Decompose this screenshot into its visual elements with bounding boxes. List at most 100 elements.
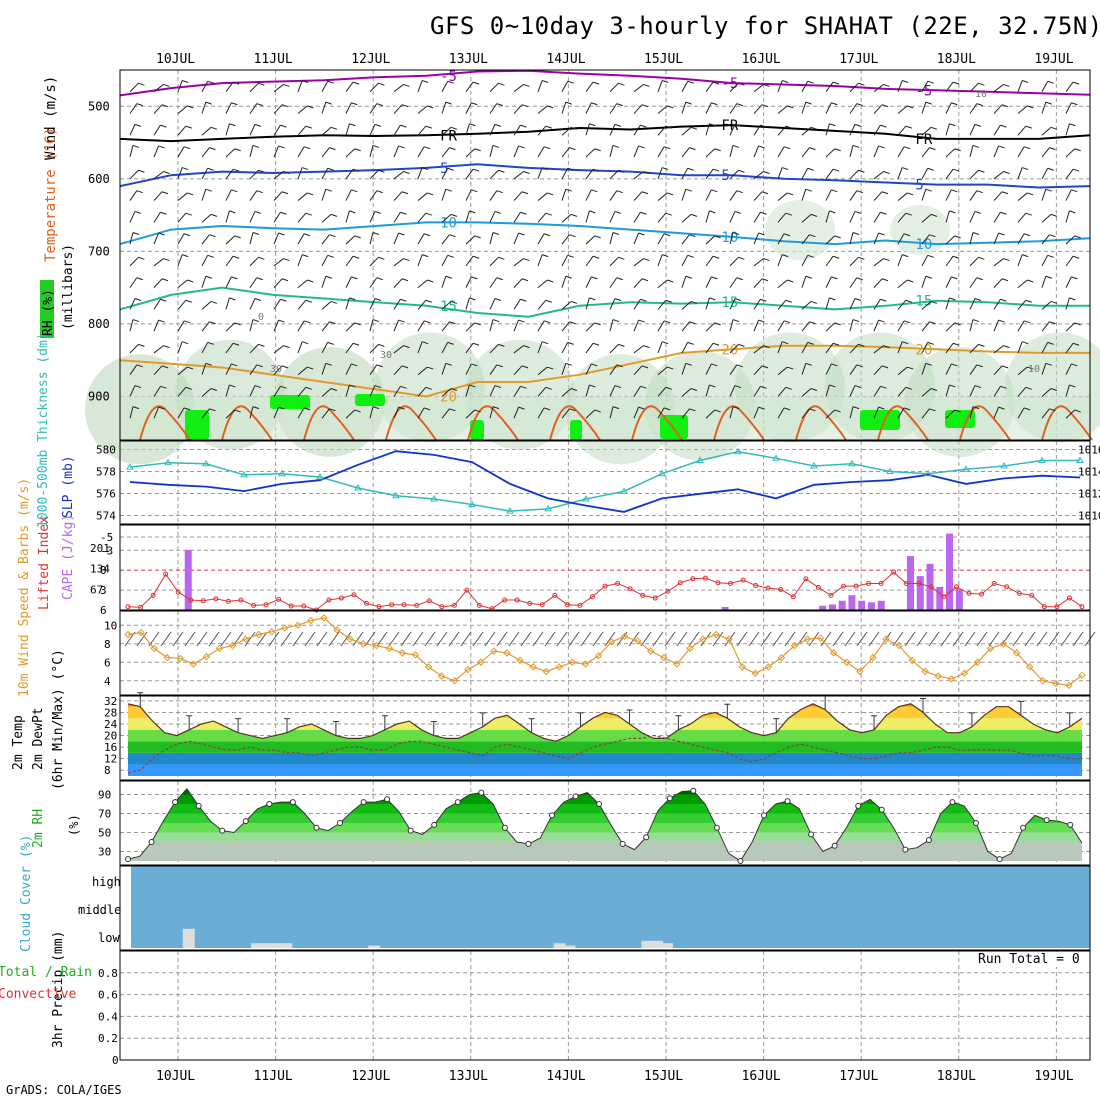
rh-marker	[431, 821, 438, 828]
bottom-x-tick-label: 13JUL	[449, 1069, 488, 1084]
wind-barb	[160, 298, 167, 302]
wind-barb	[321, 276, 327, 288]
wind-barb	[976, 631, 988, 647]
wind-barb	[520, 298, 527, 302]
wind-barb	[881, 365, 889, 369]
wind-barb	[163, 345, 170, 349]
wind-barb	[690, 126, 698, 130]
wind-barb	[897, 192, 908, 201]
wind-barb	[513, 191, 523, 201]
wind-barb	[753, 386, 761, 397]
wind-barb	[873, 365, 883, 376]
wind-barb	[280, 211, 287, 215]
wind-barb	[609, 103, 618, 114]
wind-barb	[401, 191, 409, 195]
slp-tick-label: 1016	[1078, 444, 1100, 457]
temp-axis-label: 2m Temp	[11, 715, 26, 770]
wind-barb	[969, 406, 974, 419]
wind-barb	[561, 342, 569, 354]
wind-barb	[232, 255, 240, 259]
wind-barb	[351, 189, 358, 193]
wind-barb	[547, 192, 554, 196]
bottom-x-tick-label: 14JUL	[546, 1069, 585, 1084]
wind-barb	[585, 276, 592, 288]
wind-barb	[569, 234, 576, 238]
wind-barb	[129, 169, 139, 180]
wind-barb	[494, 385, 502, 389]
wind-barb	[374, 210, 382, 214]
wind-barb	[513, 319, 520, 332]
wind-barb	[161, 191, 169, 195]
wind-barb	[177, 387, 187, 397]
wind-barb	[1041, 388, 1052, 397]
wind-barb	[521, 104, 529, 108]
wind-barb	[878, 232, 885, 236]
wind-barb	[537, 387, 547, 397]
thickness-marker	[392, 491, 400, 499]
wind-barb	[321, 147, 330, 158]
lifted-marker	[476, 602, 482, 608]
wind-barb	[831, 276, 838, 280]
wind-barb	[496, 103, 503, 107]
wind-barb	[328, 631, 340, 647]
wind-barb	[417, 254, 423, 267]
wind-barb	[825, 384, 830, 397]
cloud-low-bar	[641, 940, 654, 948]
wind-barb	[657, 233, 665, 245]
wind-barb	[1069, 384, 1076, 388]
thickness-marker	[772, 454, 780, 461]
wind-barb	[297, 212, 307, 223]
wind-barb	[641, 278, 649, 282]
wind-barb	[305, 386, 312, 390]
wind-barb	[129, 190, 138, 201]
wind-barb	[441, 147, 450, 158]
wind-barb	[978, 256, 985, 260]
wind-barb	[225, 322, 236, 332]
wind-barb	[138, 169, 145, 173]
rh-marker	[289, 799, 296, 806]
wind-barb	[209, 147, 216, 151]
rh-marker	[478, 789, 485, 796]
wind-barb	[303, 407, 311, 411]
wind-barb	[225, 123, 230, 136]
wind-barb	[441, 234, 450, 245]
wind-barb	[185, 299, 192, 303]
wind-barb	[327, 341, 334, 345]
rh-band	[128, 788, 1082, 795]
wind-barb	[777, 80, 783, 92]
wind-barb	[449, 408, 456, 412]
wind-barb	[825, 148, 836, 158]
wind-barb	[897, 341, 903, 354]
wind-barb	[854, 298, 862, 301]
wind-barb	[856, 190, 863, 194]
wind-barb	[897, 320, 905, 332]
panel-frame	[119, 695, 1091, 781]
wind-barb	[633, 319, 640, 332]
wind-barb	[537, 125, 547, 136]
wind-barb	[349, 210, 356, 214]
wind-barb	[417, 407, 425, 419]
lifted-marker	[163, 571, 169, 577]
wind-barb	[153, 386, 161, 397]
cloud-low-bar	[553, 943, 566, 948]
wind-barb	[321, 126, 332, 136]
wind-barb	[561, 147, 570, 158]
wind-barb	[633, 191, 643, 201]
wind-barb	[873, 406, 880, 419]
wind-barb	[183, 146, 191, 150]
wind-barb	[604, 631, 616, 647]
wind-barb	[249, 364, 258, 375]
cape-bar	[916, 576, 924, 610]
wind-barb	[897, 279, 908, 289]
wind-barb	[633, 84, 644, 93]
isotherm-line-25	[877, 405, 929, 441]
bottom-x-tick-label: 15JUL	[644, 1069, 683, 1084]
wind-barb	[714, 322, 721, 326]
bottom-x-tick-label: 19JUL	[1034, 1069, 1073, 1084]
wind-barb	[489, 277, 498, 288]
wind-barb	[949, 210, 956, 214]
thickness-line	[129, 450, 1080, 512]
wind-barb	[369, 145, 374, 158]
wind-barb	[232, 342, 240, 346]
wind-barb	[616, 190, 623, 194]
